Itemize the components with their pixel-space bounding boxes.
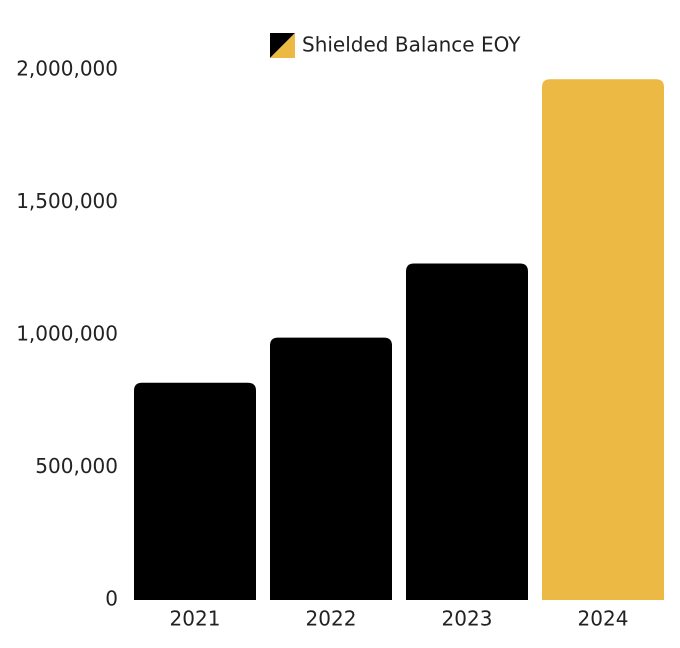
y-tick-label: 500,000 <box>35 454 118 478</box>
bar <box>270 337 392 600</box>
bar <box>542 79 664 600</box>
bar <box>406 263 528 600</box>
x-tick-label: 2024 <box>578 607 629 631</box>
y-tick-label: 2,000,000 <box>16 57 118 81</box>
x-tick-label: 2023 <box>442 607 493 631</box>
legend-label: Shielded Balance EOY <box>302 33 521 57</box>
y-tick-label: 0 <box>105 587 118 611</box>
legend-swatch <box>270 33 295 58</box>
y-tick-label: 1,500,000 <box>16 189 118 213</box>
bar <box>134 382 256 600</box>
legend: Shielded Balance EOY <box>270 33 521 58</box>
x-tick-label: 2021 <box>170 607 221 631</box>
y-tick-label: 1,000,000 <box>16 322 118 346</box>
x-tick-label: 2022 <box>306 607 357 631</box>
